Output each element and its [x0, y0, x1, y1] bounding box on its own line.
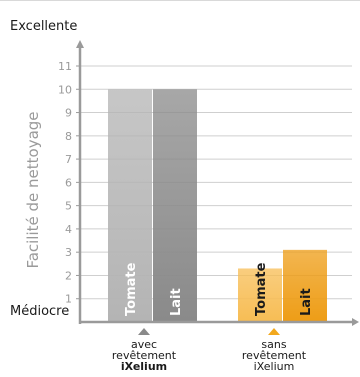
category-label-line: revêtement — [242, 349, 307, 362]
bar-sans-tomate — [238, 268, 282, 322]
y-tick-label: 6 — [65, 176, 72, 189]
category-labels: avecrevêtementiXeliumsansrevêtementiXeli… — [112, 328, 307, 373]
category-label-line: avec — [131, 338, 157, 351]
bar-label: Lait — [169, 288, 184, 316]
y-tick-label: 11 — [58, 60, 72, 73]
axes — [76, 40, 359, 326]
bars: Tomate Lait Tomate Lait — [108, 89, 327, 322]
y-tick-label: 4 — [65, 223, 72, 236]
category-marker-icon — [138, 328, 150, 335]
top-border — [0, 0, 360, 1]
y-tick-label: 10 — [58, 83, 72, 96]
bar-avec-tomate — [108, 89, 152, 322]
category-marker-icon — [268, 328, 280, 335]
y-tick-label: 9 — [65, 107, 72, 120]
x-axis-arrow — [352, 318, 359, 326]
y-axis-arrow — [76, 40, 84, 48]
bottom-label: Médiocre — [10, 304, 69, 319]
category-label-line: iXelium — [254, 360, 295, 373]
bar-label: Tomate — [254, 262, 269, 316]
bar-label: Tomate — [124, 262, 139, 316]
y-tick-label: 2 — [65, 269, 72, 282]
bar-avec-lait — [153, 89, 197, 322]
category-label-line: revêtement — [112, 349, 177, 362]
y-tick-label: 3 — [65, 246, 72, 259]
y-tick-label: 7 — [65, 153, 72, 166]
category-label-line: iXelium — [121, 360, 167, 373]
category-label-line: sans — [261, 338, 286, 351]
bar-sans-lait — [283, 249, 327, 322]
top-label: Excellente — [10, 19, 77, 34]
y-tick-label: 1 — [65, 293, 72, 306]
bar-label: Lait — [299, 288, 314, 316]
y-axis-title: Facilité de nettoyage — [24, 111, 42, 268]
y-tick-label: 8 — [65, 130, 72, 143]
y-tick-label: 5 — [65, 200, 72, 213]
y-axis-ticks: 1 2 3 4 5 6 7 8 9 10 11 — [58, 60, 80, 306]
